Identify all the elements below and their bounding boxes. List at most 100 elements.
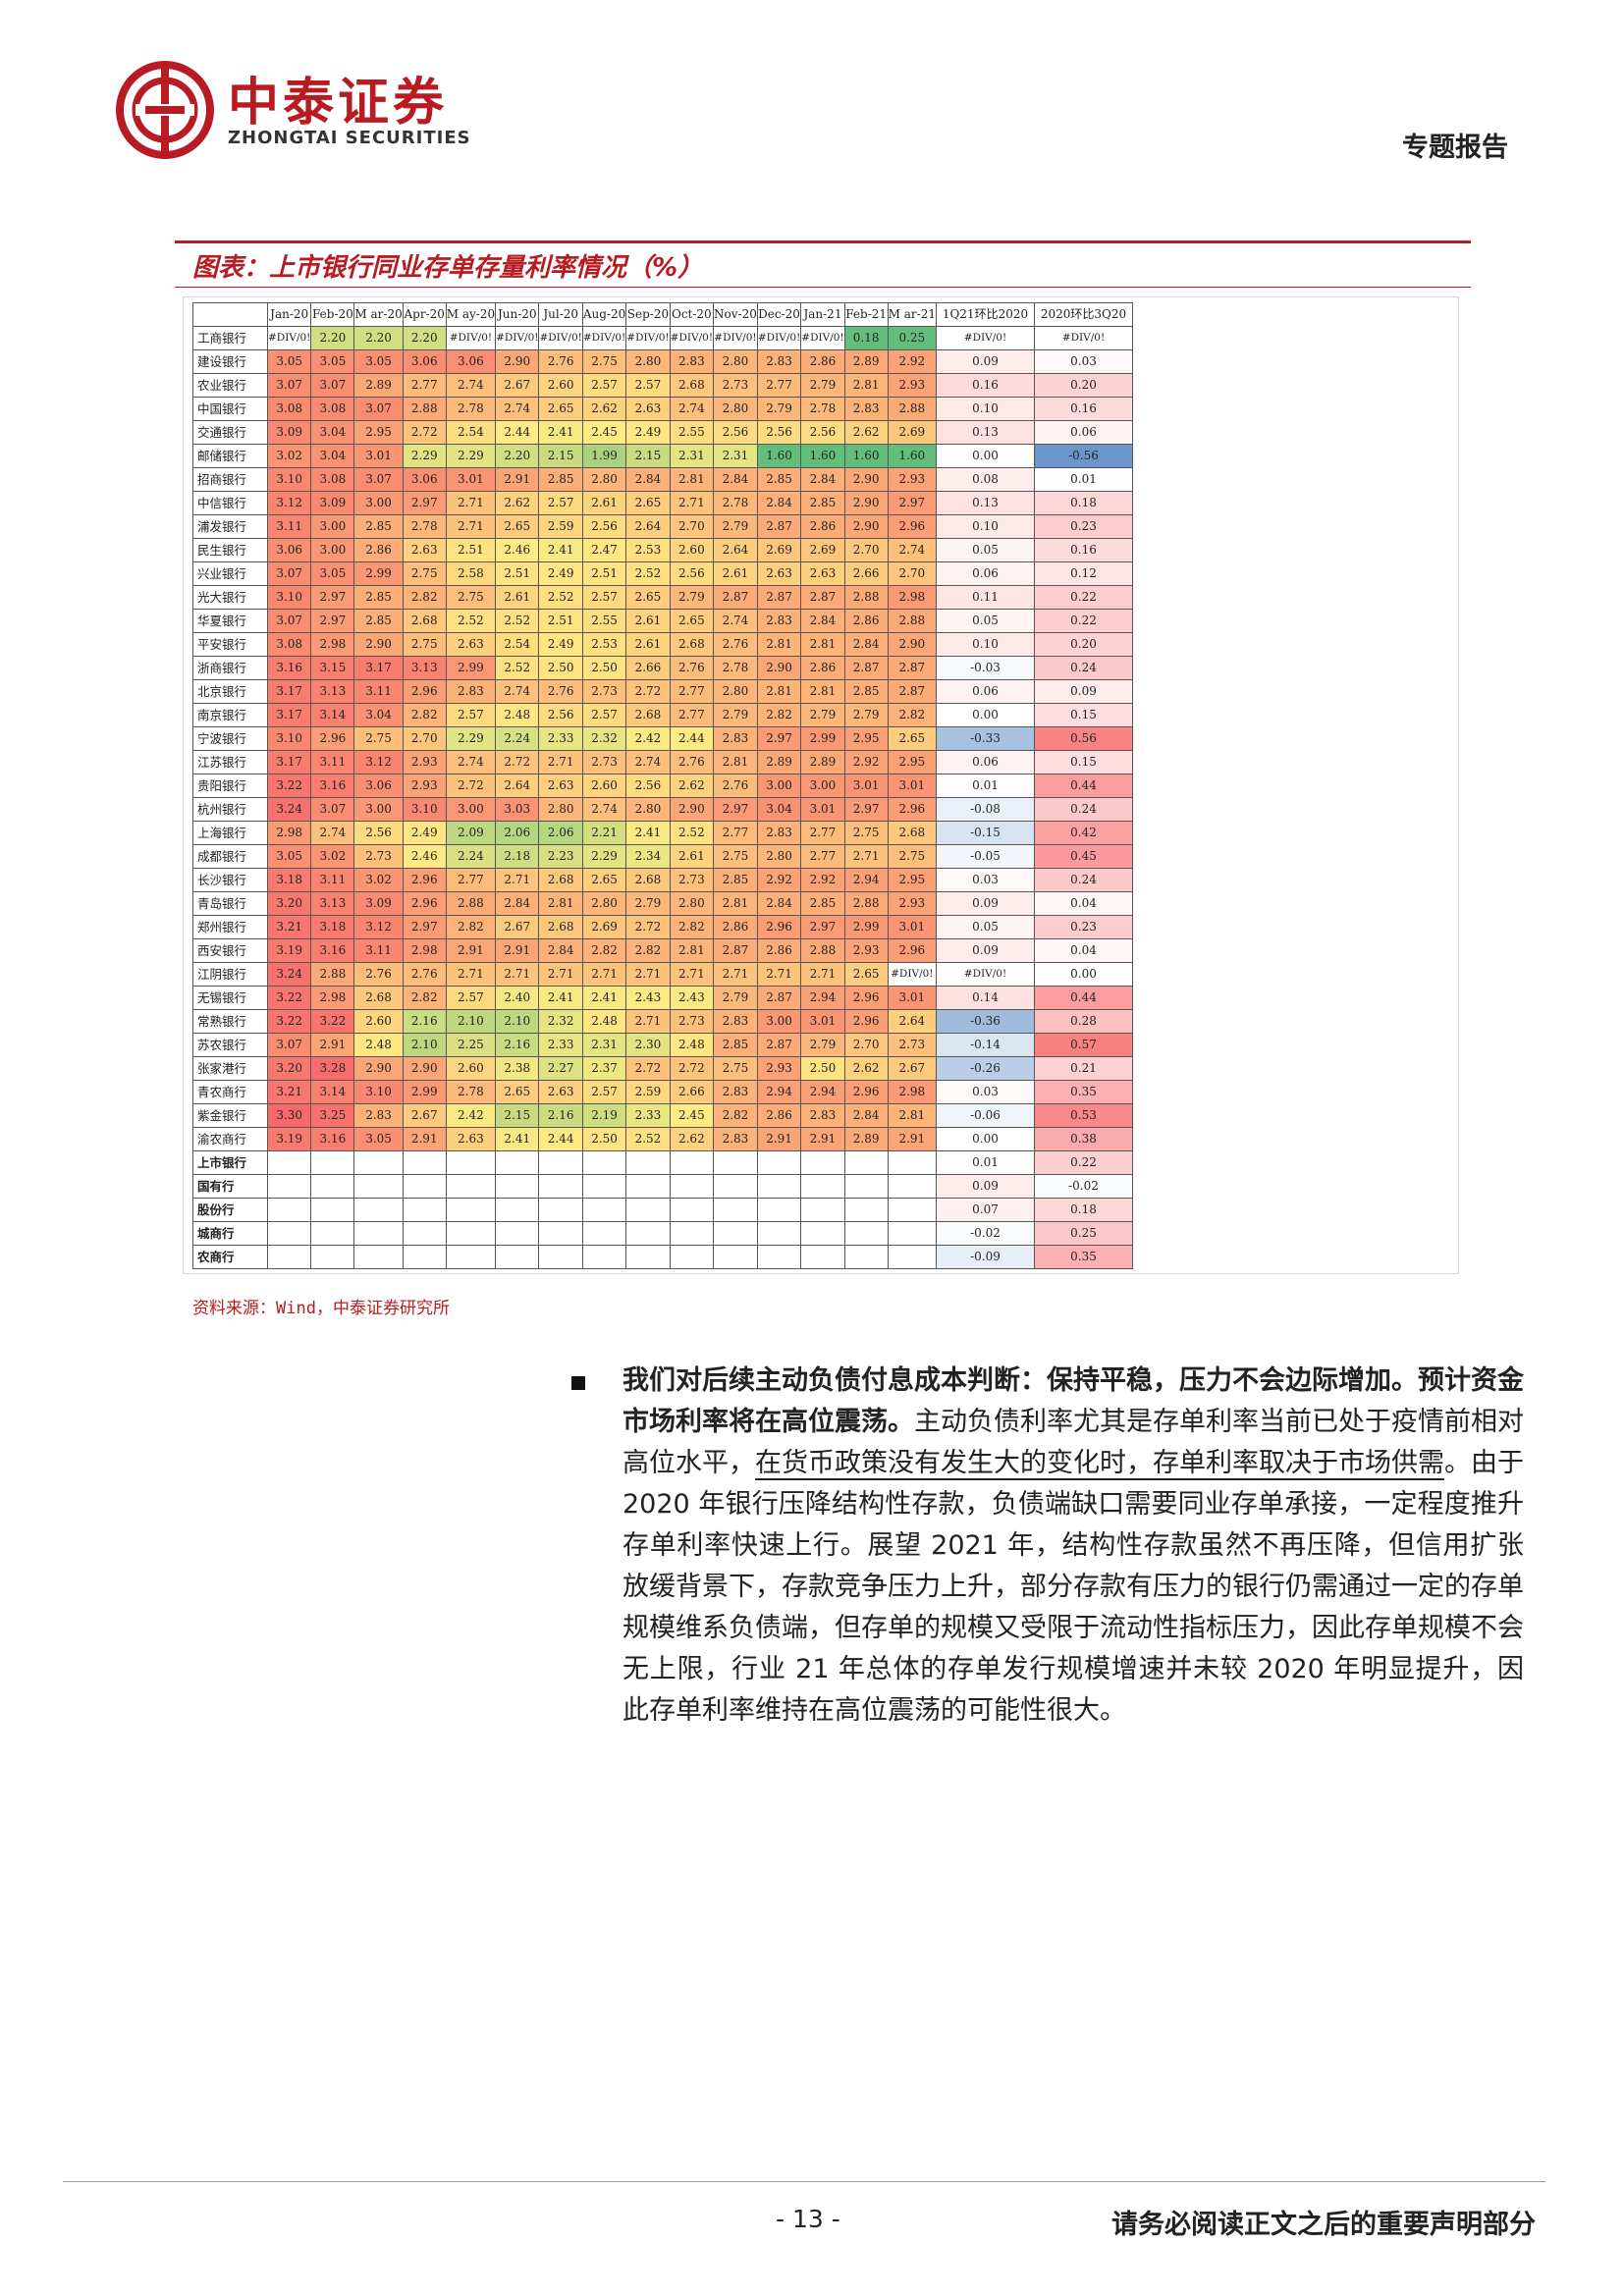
rate-cell: 2.73 [669,1009,715,1034]
rate-cell: 2.81 [713,750,758,774]
empty-cell [266,1198,312,1222]
table-row: 常熟银行 3.22 3.22 2.60 2.16 2.10 2.10 2.32 2.48 2.71… [192,1009,1133,1034]
rate-cell: 2.61 [669,844,715,869]
rate-cell: 3.05 [353,1127,404,1151]
table-header-row: Jan-20 Feb-20 M ar-20 Apr-20 M ay-20 Jun-20 Ju… [192,302,1133,327]
page-number: - 13 - [776,2205,840,2233]
rate-cell: 3.07 [353,397,404,421]
rate-cell: 2.56 [756,420,802,445]
empty-cell [843,1245,889,1269]
rate-cell: 2.68 [538,915,583,939]
rate-cell: 2.55 [669,420,715,445]
rate-cell: 2.41 [581,986,627,1010]
rate-cell: 2.68 [669,373,715,398]
rate-cell: 2.19 [581,1103,627,1128]
rate-cell: 2.46 [402,844,447,869]
rate-cell: 3.04 [353,703,404,727]
aggregate-row: 上市银行 0.01 0.22 [192,1150,1133,1175]
rate-cell: 3.22 [310,1009,355,1034]
bank-name-cell: 成都银行 [192,844,268,869]
empty-cell [581,1245,627,1269]
rate-cell: 2.88 [843,585,889,610]
empty-cell [310,1198,355,1222]
rate-cell: 2.84 [843,632,889,657]
empty-cell [538,1245,583,1269]
rate-cell: 2.57 [581,373,627,398]
rate-cell: 2.58 [445,561,497,586]
rate-cell: 2.97 [310,609,355,633]
empty-cell [495,1245,540,1269]
rate-cell: 2.20 [310,326,355,350]
empty-cell [625,1150,671,1175]
rate-cell: 2.70 [887,561,937,586]
change-cell: -0.56 [1033,444,1133,468]
empty-cell [669,1198,715,1222]
table-row: 南京银行 3.17 3.14 3.04 2.82 2.57 2.48 2.56 2.57 2.68… [192,703,1133,727]
rate-cell: 2.84 [756,891,802,916]
rate-cell: 2.69 [800,538,845,562]
bank-name-cell: 宁波银行 [192,726,268,751]
rate-cell: 2.79 [625,891,671,916]
empty-cell [800,1221,845,1246]
rate-cell: 3.06 [402,349,447,374]
rate-cell: 2.63 [538,1080,583,1104]
empty-cell [353,1198,404,1222]
rate-cell: 2.16 [402,1009,447,1034]
rate-cell: 2.84 [800,609,845,633]
empty-cell [669,1174,715,1199]
table-row: 建设银行 3.05 3.05 3.05 3.06 3.06 2.90 2.76 2.75 2.80… [192,349,1133,374]
change-cell: -0.08 [935,797,1035,822]
change-cell: 0.00 [935,444,1035,468]
rate-cell: 2.29 [402,444,447,468]
change-cell: 0.23 [1033,915,1133,939]
rate-cell: 2.74 [625,750,671,774]
empty-cell [266,1174,312,1199]
change-cell: 0.01 [1033,467,1133,492]
rate-cell: 2.27 [538,1056,583,1081]
rate-cell: 2.84 [713,467,758,492]
table-row: 交通银行 3.09 3.04 2.95 2.72 2.54 2.44 2.41 2.45 2.49… [192,420,1133,445]
rate-cell: 3.10 [353,1080,404,1104]
rate-cell: 2.81 [669,467,715,492]
rate-cell: 2.85 [353,585,404,610]
rate-cell: 3.17 [266,679,312,704]
rate-cell: 2.94 [800,986,845,1010]
rate-cell: 2.80 [713,349,758,374]
rate-cell: 2.95 [843,726,889,751]
rate-cell: 2.44 [495,420,540,445]
rate-cell: 2.97 [887,491,937,515]
table-row: 西安银行 3.19 3.16 3.11 2.98 2.91 2.91 2.84 2.82 2.82… [192,938,1133,963]
empty-cell [538,1174,583,1199]
rate-cell: 3.16 [310,1127,355,1151]
table-row: 农业银行 3.07 3.07 2.89 2.77 2.74 2.67 2.60 2.57 2.57… [192,373,1133,398]
rate-cell: 2.71 [538,750,583,774]
rate-cell: 2.63 [625,397,671,421]
rate-cell: 2.74 [495,397,540,421]
rate-cell: 3.10 [266,467,312,492]
rate-cell: 2.75 [402,632,447,657]
rate-cell: 2.63 [756,561,802,586]
change-cell: 0.35 [1033,1245,1133,1269]
empty-cell [538,1198,583,1222]
rate-cell: 2.80 [669,891,715,916]
rate-cell: 2.51 [445,538,497,562]
table-row: 邮储银行 3.02 3.04 3.01 2.29 2.29 2.20 2.15 1.99 2.15… [192,444,1133,468]
change-cell: 0.42 [1033,821,1133,845]
rate-cell: 2.41 [495,1127,540,1151]
rate-cell: 2.57 [581,1080,627,1104]
rate-cell: 2.29 [445,444,497,468]
rate-cell: 2.32 [538,1009,583,1034]
rate-cell: 3.02 [310,844,355,869]
rate-cell: 2.75 [713,1056,758,1081]
table-frame [183,296,1459,1274]
rate-cell: 2.49 [538,561,583,586]
rate-cell: 2.56 [713,420,758,445]
rate-cell: 2.71 [625,962,671,987]
rate-cell: 2.92 [800,868,845,892]
rate-cell: 2.76 [538,349,583,374]
change-cell: -0.26 [935,1056,1035,1081]
rate-cell: 2.71 [445,491,497,515]
rate-cell: 3.20 [266,891,312,916]
bank-name-cell: 民生银行 [192,538,268,562]
empty-cell [581,1174,627,1199]
